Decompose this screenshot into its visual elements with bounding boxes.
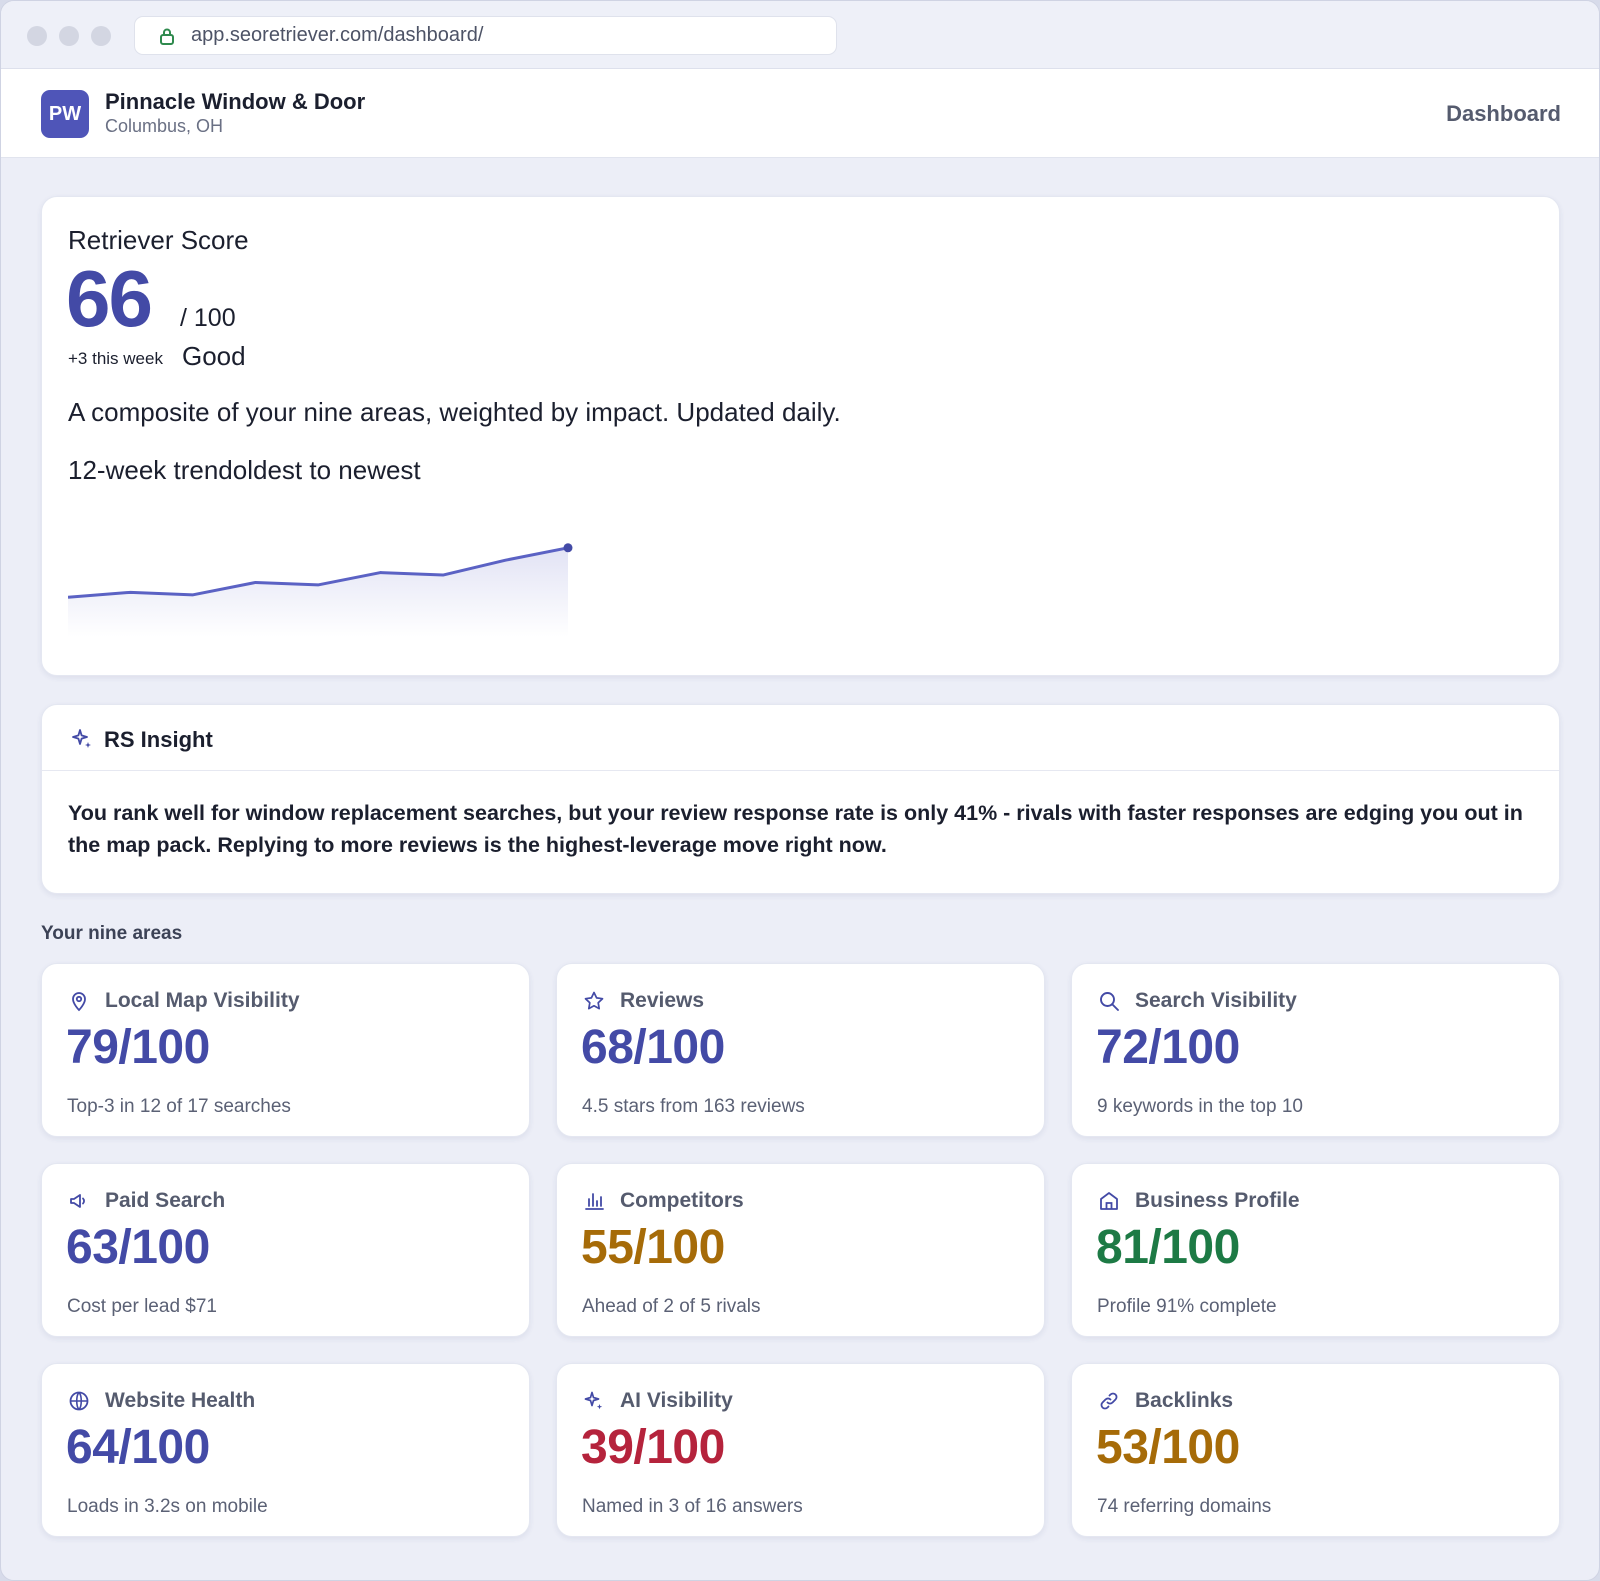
- area-score: 39/100: [581, 1421, 725, 1474]
- insight-card: RS Insight You rank well for window repl…: [41, 704, 1560, 894]
- area-detail: Top-3 in 12 of 17 searches: [67, 1096, 291, 1117]
- area-score: 72/100: [1096, 1021, 1240, 1074]
- sparkle-icon: [584, 1391, 603, 1410]
- search-icon: [1100, 992, 1119, 1011]
- trend-sparkline: [67, 522, 588, 637]
- area-card-local-map-visibility[interactable]: Local Map Visibility 79/100 Top-3 in 12 …: [41, 963, 530, 1137]
- area-score: 53/100: [1096, 1421, 1240, 1474]
- window-maximize-dot[interactable]: [91, 26, 111, 46]
- area-name: AI Visibility: [620, 1389, 733, 1412]
- link-icon: [1100, 1392, 1118, 1410]
- sparkline-line: [67, 546, 569, 599]
- business-avatar: PW: [41, 90, 89, 138]
- window-minimize-dot[interactable]: [59, 26, 79, 46]
- area-card-reviews[interactable]: Reviews 68/100 4.5 stars from 163 review…: [556, 963, 1045, 1137]
- area-card-search-visibility[interactable]: Search Visibility 72/100 9 keywords in t…: [1071, 963, 1560, 1137]
- area-card-ai-visibility[interactable]: AI Visibility 39/100 Named in 3 of 16 an…: [556, 1363, 1045, 1537]
- address-bar[interactable]: app.seoretriever.com/dashboard/: [134, 16, 837, 55]
- area-score: 79/100: [66, 1021, 210, 1074]
- area-card-business-profile[interactable]: Business Profile 81/100 Profile 91% comp…: [1071, 1163, 1560, 1337]
- browser-chrome: app.seoretriever.com/dashboard/: [1, 1, 1599, 69]
- globe-icon: [69, 1391, 89, 1411]
- window-close-dot[interactable]: [27, 26, 47, 46]
- map-pin-icon: [72, 992, 86, 1012]
- storefront-icon: [1100, 1192, 1118, 1210]
- score-description: A composite of your nine areas, weighted…: [68, 397, 841, 427]
- area-score: 63/100: [66, 1221, 210, 1274]
- area-card-competitors[interactable]: Competitors 55/100 Ahead of 2 of 5 rival…: [556, 1163, 1045, 1337]
- sparkline-latest-point: [563, 543, 573, 553]
- app-header: PW Pinnacle Window & Door Columbus, OH D…: [1, 69, 1599, 158]
- area-card-paid-search[interactable]: Paid Search 63/100 Cost per lead $71: [41, 1163, 530, 1337]
- area-name: Paid Search: [105, 1189, 226, 1212]
- score-value: 66: [66, 254, 153, 343]
- lock-icon: [160, 28, 174, 45]
- area-card-backlinks[interactable]: Backlinks 53/100 74 referring domains: [1071, 1363, 1560, 1537]
- area-score: 68/100: [581, 1021, 725, 1074]
- area-detail: 9 keywords in the top 10: [1097, 1096, 1303, 1117]
- area-card-website-health[interactable]: Website Health 64/100 Loads in 3.2s on m…: [41, 1363, 530, 1537]
- bar-chart-icon: [585, 1193, 604, 1210]
- area-name: Business Profile: [1135, 1189, 1300, 1212]
- insight-header: RS Insight: [42, 705, 1559, 771]
- area-detail: 74 referring domains: [1097, 1496, 1272, 1517]
- area-detail: 4.5 stars from 163 reviews: [582, 1096, 805, 1117]
- area-name: Website Health: [105, 1389, 256, 1412]
- area-name: Reviews: [620, 989, 705, 1012]
- area-detail: Named in 3 of 16 answers: [582, 1496, 803, 1517]
- score-delta: +3 this week: [68, 349, 163, 368]
- megaphone-icon: [70, 1194, 85, 1208]
- trend-label: 12-week trendoldest to newest: [68, 455, 421, 485]
- sparkline-svg: [67, 543, 573, 637]
- insight-title: RS Insight: [104, 727, 213, 752]
- area-name: Backlinks: [1135, 1389, 1234, 1412]
- nav-dashboard-link[interactable]: Dashboard: [1446, 101, 1561, 126]
- insight-text: You rank well for window replacement sea…: [68, 801, 1523, 857]
- score-out-of: / 100: [180, 304, 236, 332]
- score-grade: Good: [182, 341, 246, 371]
- business-location: Columbus, OH: [105, 116, 224, 136]
- business-name: Pinnacle Window & Door: [105, 89, 366, 114]
- area-detail: Ahead of 2 of 5 rivals: [582, 1296, 761, 1317]
- area-name: Search Visibility: [1135, 989, 1297, 1012]
- area-name: Local Map Visibility: [105, 989, 300, 1012]
- retriever-score-card: Retriever Score 66 / 100 +3 this week Go…: [41, 196, 1560, 676]
- area-score: 81/100: [1096, 1221, 1240, 1274]
- area-detail: Cost per lead $71: [67, 1296, 217, 1317]
- area-score: 64/100: [66, 1421, 210, 1474]
- areas-section-label: Your nine areas: [41, 923, 183, 944]
- score-label: Retriever Score: [68, 225, 249, 255]
- url-text: app.seoretriever.com/dashboard/: [191, 24, 484, 46]
- sparkline-area: [68, 547, 568, 637]
- area-score: 55/100: [581, 1221, 725, 1274]
- area-detail: Profile 91% complete: [1097, 1296, 1277, 1317]
- star-icon: [584, 991, 604, 1010]
- area-detail: Loads in 3.2s on mobile: [67, 1496, 268, 1517]
- sparkle-icon: [72, 729, 91, 748]
- area-name: Competitors: [620, 1189, 744, 1212]
